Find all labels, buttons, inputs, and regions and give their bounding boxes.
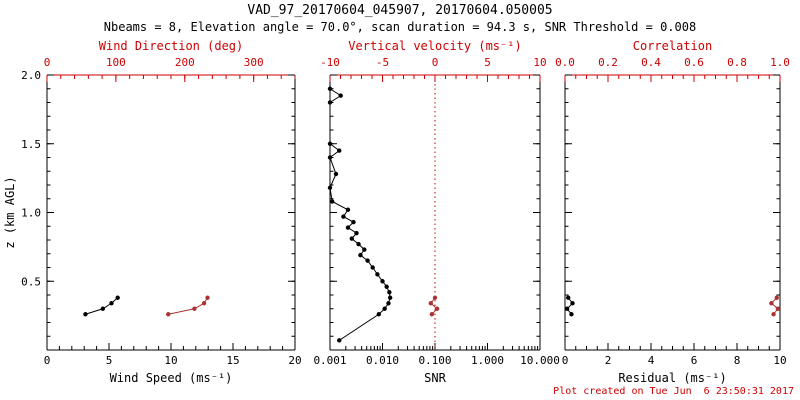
x-tick-label: 2: [605, 354, 612, 367]
plot-subtitle: Nbeams = 8, Elevation angle = 70.0°, sca…: [103, 20, 697, 34]
top-tick-label: 10: [533, 56, 546, 69]
y-tick-label: 1.5: [21, 138, 41, 151]
top-tick-label: 0.6: [684, 56, 704, 69]
x-tick-label: 0: [44, 354, 51, 367]
series-wind-speed: [83, 295, 120, 317]
top-tick-label: -10: [320, 56, 340, 69]
series-snr-profile: [327, 86, 393, 343]
top-tick-label: 0.0: [555, 56, 575, 69]
top-tick-label: 300: [244, 56, 264, 69]
series-wind-direction: [166, 295, 210, 317]
series-correlation: [769, 295, 781, 317]
x-axis-title: Residual (ms⁻¹): [618, 371, 726, 385]
x-tick-label: 0: [562, 354, 569, 367]
x-tick-label: 1.000: [471, 354, 504, 367]
y-tick-label: 1.0: [21, 207, 41, 220]
top-tick-label: 5: [484, 56, 491, 69]
series-vertical-velocity: [428, 295, 440, 317]
top-tick-label: 0.4: [641, 56, 661, 69]
x-tick-label: 8: [734, 354, 741, 367]
top-tick-label: 100: [106, 56, 126, 69]
panel-residual: 0 2 4 6 8 10 0.0 0.2 0.4 0.6 0.8 1.0 Residual (ms⁻¹)…: [555, 39, 790, 385]
top-axis-title: Wind Direction (deg): [99, 39, 244, 53]
plot-title: VAD_97_20170604_045907, 20170604.050005: [247, 3, 553, 18]
top-tick-label: -5: [376, 56, 389, 69]
x-tick-label: 20: [288, 354, 301, 367]
y-tick-label: 2.0: [21, 69, 41, 82]
x-axis-title: SNR: [424, 371, 446, 385]
top-axis-title: Correlation: [633, 39, 712, 53]
x-tick-label: 4: [648, 354, 655, 367]
x-tick-label: 0.010: [366, 354, 399, 367]
x-tick-label: 10: [164, 354, 177, 367]
top-tick-label: 200: [175, 56, 195, 69]
top-tick-label: 0.8: [727, 56, 747, 69]
x-axis-title: Wind Speed (ms⁻¹): [110, 371, 233, 385]
x-tick-label: 10.000: [520, 354, 560, 367]
x-tick-label: 6: [691, 354, 698, 367]
series-residual: [564, 295, 575, 317]
top-axis-title: Vertical velocity (ms⁻¹): [348, 39, 521, 53]
x-tick-label: 0.001: [313, 354, 346, 367]
creation-timestamp: Plot created on Tue Jun 6 23:50:31 2017: [553, 386, 794, 397]
x-tick-label: 5: [106, 354, 113, 367]
panel-snr: 0.001 0.010 0.100 1.000 10.000 -10 -5 0 5 10 SNR Ve…: [313, 39, 559, 385]
top-tick-label: 1.0: [770, 56, 790, 69]
y-axis-title: z (km AGL): [3, 176, 17, 248]
x-tick-label: 15: [226, 354, 239, 367]
x-tick-label: 10: [773, 354, 786, 367]
x-tick-label: 0.100: [418, 354, 451, 367]
top-tick-label: 0: [432, 56, 439, 69]
y-tick-label: 0.5: [21, 275, 41, 288]
top-tick-label: 0: [44, 56, 51, 69]
top-tick-label: 0.2: [598, 56, 618, 69]
